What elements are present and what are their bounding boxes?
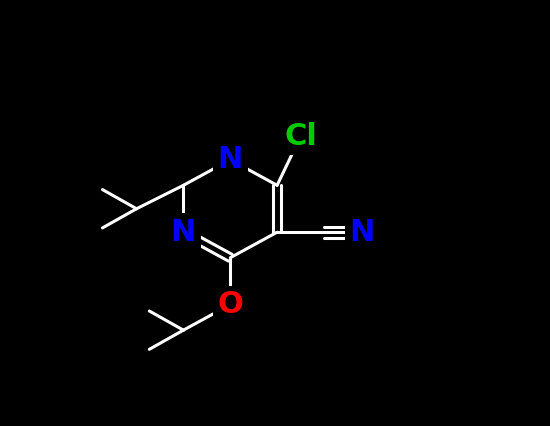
Text: O: O [217,290,243,319]
Text: Cl: Cl [284,122,317,151]
Text: N: N [170,218,196,247]
Text: N: N [350,218,375,247]
Text: N: N [218,145,243,174]
